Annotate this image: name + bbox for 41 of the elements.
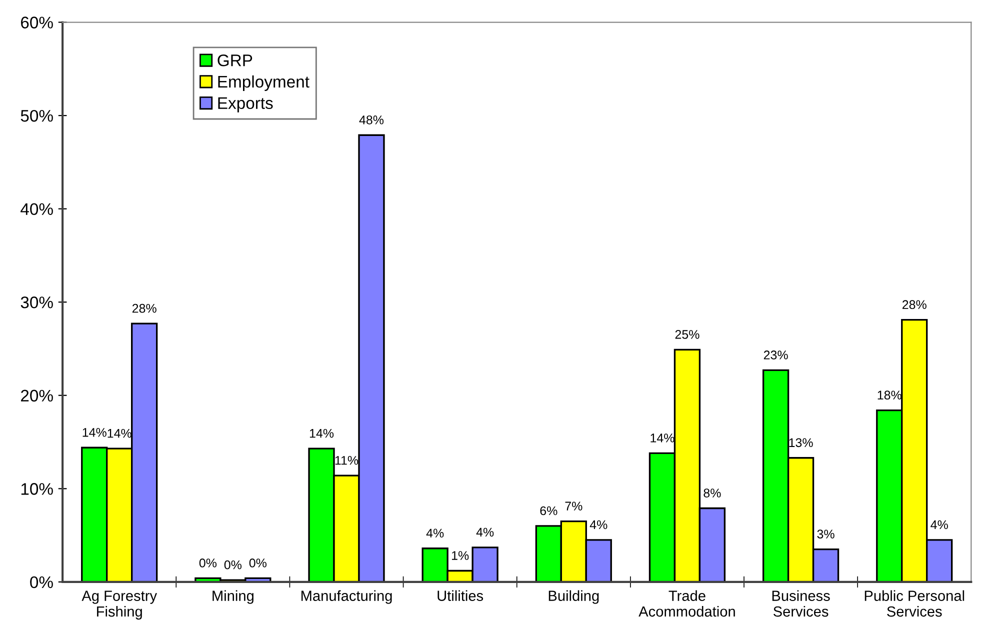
legend-label: Exports [218, 97, 273, 112]
data-label: 11% [335, 456, 358, 465]
x-tick-label: Trade Acommodation [638, 590, 735, 617]
data-label: 25% [675, 330, 700, 339]
data-label: 28% [902, 300, 926, 310]
y-tick-label: 0% [30, 576, 53, 588]
x-tick-label: Ag Forestry Fishing [82, 590, 158, 620]
data-label: 4% [426, 528, 444, 538]
legend-label: Employment [218, 75, 310, 91]
x-tick-label: Utilities [438, 590, 484, 601]
x-tick-label: Public Personal Services [864, 590, 964, 617]
x-tick-label: Building [548, 590, 599, 604]
y-tick-label: 60% [21, 16, 53, 28]
data-label: 1% [452, 551, 469, 560]
data-label: 14% [108, 428, 132, 438]
data-label: 8% [704, 488, 721, 498]
y-tick-label: 20% [21, 390, 53, 402]
y-tick-label: 10% [21, 483, 53, 495]
data-label: 48% [359, 115, 384, 124]
data-label: 28% [132, 304, 156, 313]
y-tick-label: 40% [20, 203, 53, 216]
data-label: 0% [249, 558, 266, 568]
data-label: 6% [540, 506, 558, 516]
y-tick-label: 50% [20, 110, 53, 122]
data-label: 14% [650, 434, 674, 442]
data-label: 4% [590, 520, 608, 530]
x-tick-label: Mining [212, 590, 254, 604]
y-tick-label: 30% [20, 296, 53, 308]
data-label: 14% [82, 428, 106, 437]
x-tick-label: Business Services [772, 590, 830, 617]
data-label: 0% [199, 558, 217, 568]
data-label: 13% [789, 438, 813, 448]
data-label: 23% [764, 350, 788, 360]
data-label: 3% [817, 530, 834, 538]
data-label: 14% [310, 428, 334, 438]
data-label: 4% [476, 528, 494, 537]
data-label: 0% [224, 560, 242, 570]
x-tick-label: Manufacturing [301, 590, 392, 604]
legend-label: GRP [218, 54, 252, 66]
data-label: 4% [930, 520, 948, 530]
data-label: 7% [565, 502, 582, 510]
